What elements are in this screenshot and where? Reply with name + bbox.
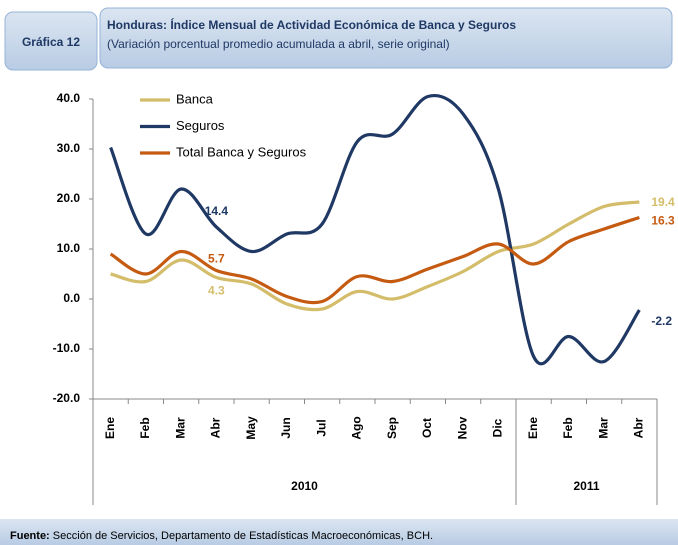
y-tick-label: 0.0	[63, 291, 80, 305]
x-tick-label: May	[244, 416, 258, 440]
value-label: -2.2	[651, 314, 672, 328]
series-line	[109, 215, 640, 305]
footer-label: Fuente:	[10, 530, 50, 542]
series-line	[110, 200, 640, 312]
value-label: 16.3	[651, 214, 675, 228]
x-tick-label: Ene	[526, 417, 540, 439]
footer-text: Sección de Servicios, Departamento de Es…	[53, 530, 433, 542]
x-tick-label: Dic	[491, 418, 505, 437]
x-tick-label: Feb	[138, 417, 152, 438]
value-label: 5.7	[208, 252, 225, 266]
legend-label: Total Banca y Seguros	[176, 144, 307, 159]
x-tick-label: Jun	[279, 417, 293, 438]
badge-box	[4, 11, 98, 71]
group-label: 2011	[573, 479, 599, 493]
legend-label: Banca	[176, 91, 214, 106]
y-tick-label: 40.0	[57, 91, 81, 105]
value-label: 19.4	[651, 195, 675, 209]
y-tick-label: -10.0	[53, 341, 81, 355]
series-line	[109, 94, 641, 366]
x-tick-label: Feb	[561, 417, 575, 438]
x-tick-label: Ago	[350, 416, 364, 439]
x-tick-label: Oct	[420, 418, 434, 438]
y-tick-label: 20.0	[57, 191, 81, 205]
x-tick-label: Ene	[103, 417, 117, 439]
group-label: 2010	[291, 479, 318, 493]
x-tick-label: Abr	[209, 417, 223, 438]
y-tick-label: 10.0	[57, 241, 81, 255]
y-tick-label: -20.0	[53, 391, 81, 405]
x-tick-label: Mar	[173, 417, 187, 439]
badge: Gráfica 12	[22, 35, 80, 49]
value-label: 14.4	[205, 204, 229, 218]
y-tick-label: 30.0	[57, 141, 81, 155]
chart-title: Honduras: Índice Mensual de Actividad Ec…	[107, 17, 516, 32]
footer-box	[0, 519, 678, 545]
title-box	[99, 7, 673, 69]
x-tick-label: Abr	[632, 417, 646, 438]
chart-subtitle: (Variación porcentual promedio acumulada…	[107, 37, 450, 51]
legend-label: Seguros	[176, 118, 225, 133]
footer: Fuente: Sección de Servicios, Departamen…	[10, 530, 433, 542]
x-tick-label: Jul	[314, 419, 328, 436]
x-tick-label: Nov	[455, 416, 469, 439]
value-label: 4.3	[208, 284, 225, 298]
x-tick-label: Mar	[596, 417, 610, 439]
x-tick-label: Sep	[385, 417, 399, 439]
